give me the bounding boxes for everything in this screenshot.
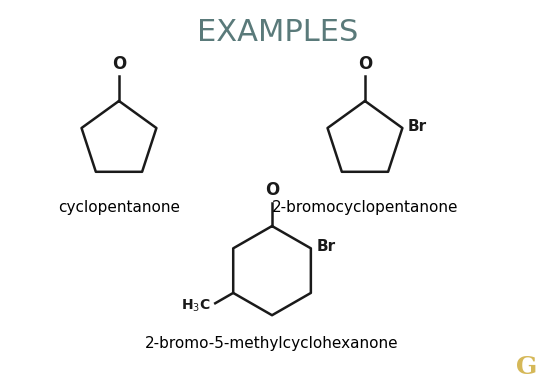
Text: H$_3$C: H$_3$C — [181, 297, 211, 314]
Text: EXAMPLES: EXAMPLES — [197, 18, 358, 47]
Text: Br: Br — [408, 119, 427, 134]
Text: O: O — [112, 55, 126, 73]
Text: O: O — [265, 181, 279, 200]
Text: 2-bromocyclopentanone: 2-bromocyclopentanone — [272, 200, 458, 215]
Text: G: G — [516, 356, 537, 379]
Text: Br: Br — [316, 239, 335, 254]
Text: cyclopentanone: cyclopentanone — [58, 200, 180, 215]
Text: O: O — [358, 55, 372, 73]
Text: 2-bromo-5-methylcyclohexanone: 2-bromo-5-methylcyclohexanone — [145, 336, 399, 351]
